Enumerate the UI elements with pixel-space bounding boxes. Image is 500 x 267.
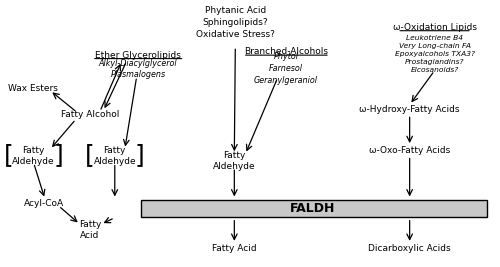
Text: Fatty
Acid: Fatty Acid: [78, 220, 101, 241]
Text: [: [: [85, 143, 95, 167]
Text: Branched-Alcohols: Branched-Alcohols: [244, 47, 328, 56]
Text: Ether Glycerolipids: Ether Glycerolipids: [96, 51, 181, 60]
Text: [: [: [4, 143, 14, 167]
Text: Phytanic Acid
Sphingolipids?
Oxidative Stress?: Phytanic Acid Sphingolipids? Oxidative S…: [196, 6, 275, 39]
Text: Leukotriene B4
Very Long-chain FA
Epoxyalcohols TXA3?
Prostaglandins?
Eicosanoid: Leukotriene B4 Very Long-chain FA Epoxya…: [394, 35, 474, 73]
Text: ω-Hydroxy-Fatty Acids: ω-Hydroxy-Fatty Acids: [360, 105, 460, 114]
Text: ω-Oxidation Lipids: ω-Oxidation Lipids: [392, 23, 476, 32]
Text: ]: ]: [54, 143, 64, 167]
Text: Fatty
Aldehyde: Fatty Aldehyde: [94, 146, 136, 166]
Text: Fatty Acid: Fatty Acid: [212, 244, 256, 253]
Text: Wax Esters: Wax Esters: [8, 84, 58, 93]
Text: Acyl-CoA: Acyl-CoA: [24, 199, 64, 208]
Text: Alkyl-Diacylglycerol
Plasmalogens: Alkyl-Diacylglycerol Plasmalogens: [99, 58, 178, 79]
Text: Fatty
Aldehyde: Fatty Aldehyde: [213, 151, 256, 171]
Bar: [140, 200, 487, 217]
Text: Phytol
Farnesol
Geranylgeraniol: Phytol Farnesol Geranylgeraniol: [254, 52, 318, 85]
Text: Dicarboxylic Acids: Dicarboxylic Acids: [368, 244, 451, 253]
Text: Fatty
Aldehyde: Fatty Aldehyde: [12, 146, 55, 166]
Text: Fatty Alcohol: Fatty Alcohol: [60, 111, 119, 119]
Text: ω-Oxo-Fatty Acids: ω-Oxo-Fatty Acids: [369, 146, 450, 155]
Text: FALDH: FALDH: [290, 202, 335, 215]
Text: ]: ]: [135, 143, 144, 167]
